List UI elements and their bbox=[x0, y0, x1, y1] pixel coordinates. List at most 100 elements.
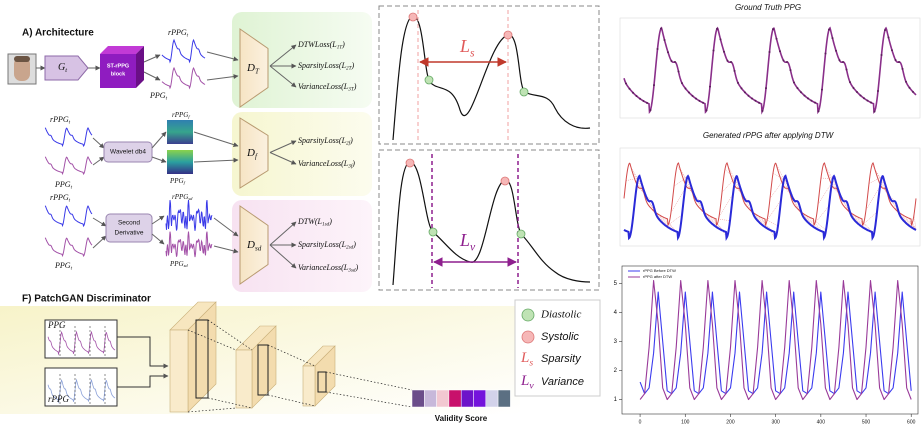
sample-dot bbox=[905, 81, 907, 83]
plot-title: Ground Truth PPG bbox=[735, 3, 801, 12]
sample-dot bbox=[709, 86, 711, 88]
validity-cell bbox=[424, 390, 436, 407]
sample-dot bbox=[695, 98, 697, 100]
sample-dot bbox=[741, 87, 743, 89]
transform-label: Wavelet db4 bbox=[110, 149, 146, 156]
validity-cell bbox=[412, 390, 424, 407]
sample-dot bbox=[842, 61, 844, 63]
sample-dot bbox=[681, 82, 683, 84]
point bbox=[517, 230, 525, 238]
sample-dot bbox=[853, 87, 855, 89]
sample-dot bbox=[797, 87, 799, 89]
input-label: PPG bbox=[47, 320, 66, 330]
block-label: block bbox=[111, 71, 126, 77]
loss-label-pre: DTWLoss(L bbox=[297, 40, 337, 49]
signal-label: rPPGf bbox=[172, 111, 190, 120]
loss-label-post: ) bbox=[328, 217, 332, 226]
point bbox=[406, 159, 414, 167]
sample-dot bbox=[730, 61, 732, 63]
validity-cell bbox=[498, 390, 510, 407]
section-title: A) Architecture bbox=[22, 28, 94, 39]
signal-label-main: rPPG bbox=[172, 193, 188, 201]
loss-label-pre: DTW(L bbox=[297, 217, 323, 226]
signal-label-main: PPG bbox=[169, 260, 184, 268]
sample-dot bbox=[790, 69, 792, 71]
sample-dot bbox=[856, 91, 858, 93]
sample-dot bbox=[650, 109, 652, 111]
x-tick-label: 500 bbox=[862, 419, 871, 425]
sample-dot bbox=[814, 102, 816, 104]
loss-label-post: ) bbox=[353, 82, 357, 91]
sample-dot bbox=[912, 91, 914, 93]
variance-symbol-sub: v bbox=[470, 240, 476, 253]
x-tick-label: 100 bbox=[681, 419, 690, 425]
sample-dot bbox=[807, 97, 809, 99]
sample-dot bbox=[881, 54, 883, 56]
generator-label-main: G bbox=[58, 62, 65, 73]
discriminator-label-main: D bbox=[246, 147, 255, 159]
output-label: Validity Score bbox=[435, 414, 488, 423]
sample-dot bbox=[706, 109, 708, 111]
sample-dot bbox=[713, 49, 715, 51]
sample-dot bbox=[751, 98, 753, 100]
sample-dot bbox=[793, 82, 795, 84]
figure: A) ArchitectureGtST-rPPGblockrPPGtPPGtDT… bbox=[0, 0, 923, 428]
sample-dot bbox=[748, 95, 750, 97]
sample-dot bbox=[657, 48, 659, 50]
sample-dot bbox=[839, 59, 841, 61]
generator-label-sub: t bbox=[65, 67, 67, 74]
loss-label-pre: SparsityLoss(L bbox=[298, 240, 347, 249]
loss-label-post: ) bbox=[351, 61, 355, 70]
validity-cell bbox=[486, 390, 498, 407]
sample-dot bbox=[685, 88, 687, 90]
face-hair bbox=[14, 56, 30, 62]
sample-dot bbox=[891, 49, 893, 51]
sample-dot bbox=[702, 102, 704, 104]
layer-front bbox=[170, 330, 188, 412]
sample-dot bbox=[811, 100, 813, 102]
sample-dot bbox=[821, 89, 823, 91]
legend-label: Sparsity bbox=[541, 353, 582, 365]
sample-dot bbox=[867, 100, 869, 102]
sample-dot bbox=[898, 61, 900, 63]
legend-label: rPPG Before DTW bbox=[643, 268, 676, 273]
sample-dot bbox=[755, 100, 757, 102]
sample-dot bbox=[832, 37, 834, 39]
spectrogram bbox=[167, 120, 193, 144]
point bbox=[409, 13, 417, 21]
sample-dot bbox=[835, 50, 837, 52]
legend-symbol-sub: v bbox=[529, 381, 534, 392]
loss-label-post: ) bbox=[351, 159, 355, 168]
sample-dot bbox=[688, 92, 690, 94]
sample-dot bbox=[636, 95, 638, 97]
point bbox=[504, 31, 512, 39]
sample-dot bbox=[884, 29, 886, 31]
sample-dot bbox=[870, 102, 872, 104]
sample-dot bbox=[888, 37, 890, 39]
sample-dot bbox=[828, 29, 830, 31]
sample-dot bbox=[804, 95, 806, 97]
sample-dot bbox=[772, 28, 774, 30]
sample-dot bbox=[737, 82, 739, 84]
loss-label-post: ) bbox=[354, 263, 358, 272]
sample-dot bbox=[716, 28, 718, 30]
point bbox=[520, 88, 528, 96]
signal-label-main: rPPG bbox=[172, 111, 188, 119]
signal-label-main: PPG bbox=[169, 177, 184, 185]
x-tick-label: 600 bbox=[907, 419, 916, 425]
sparsity-symbol-sub: s bbox=[470, 46, 475, 59]
legend-label: Systolic bbox=[541, 331, 579, 343]
sample-dot bbox=[625, 82, 627, 84]
layer-front bbox=[303, 366, 315, 406]
sample-dot bbox=[902, 68, 904, 70]
sample-dot bbox=[846, 69, 848, 71]
sample-dot bbox=[895, 59, 897, 61]
layer-front bbox=[236, 350, 252, 408]
point bbox=[522, 309, 534, 321]
sample-dot bbox=[632, 92, 634, 94]
sample-dot bbox=[639, 98, 641, 100]
sample-dot bbox=[667, 51, 669, 53]
sample-dot bbox=[646, 102, 648, 104]
sample-dot bbox=[909, 87, 911, 89]
sample-dot bbox=[758, 102, 760, 104]
